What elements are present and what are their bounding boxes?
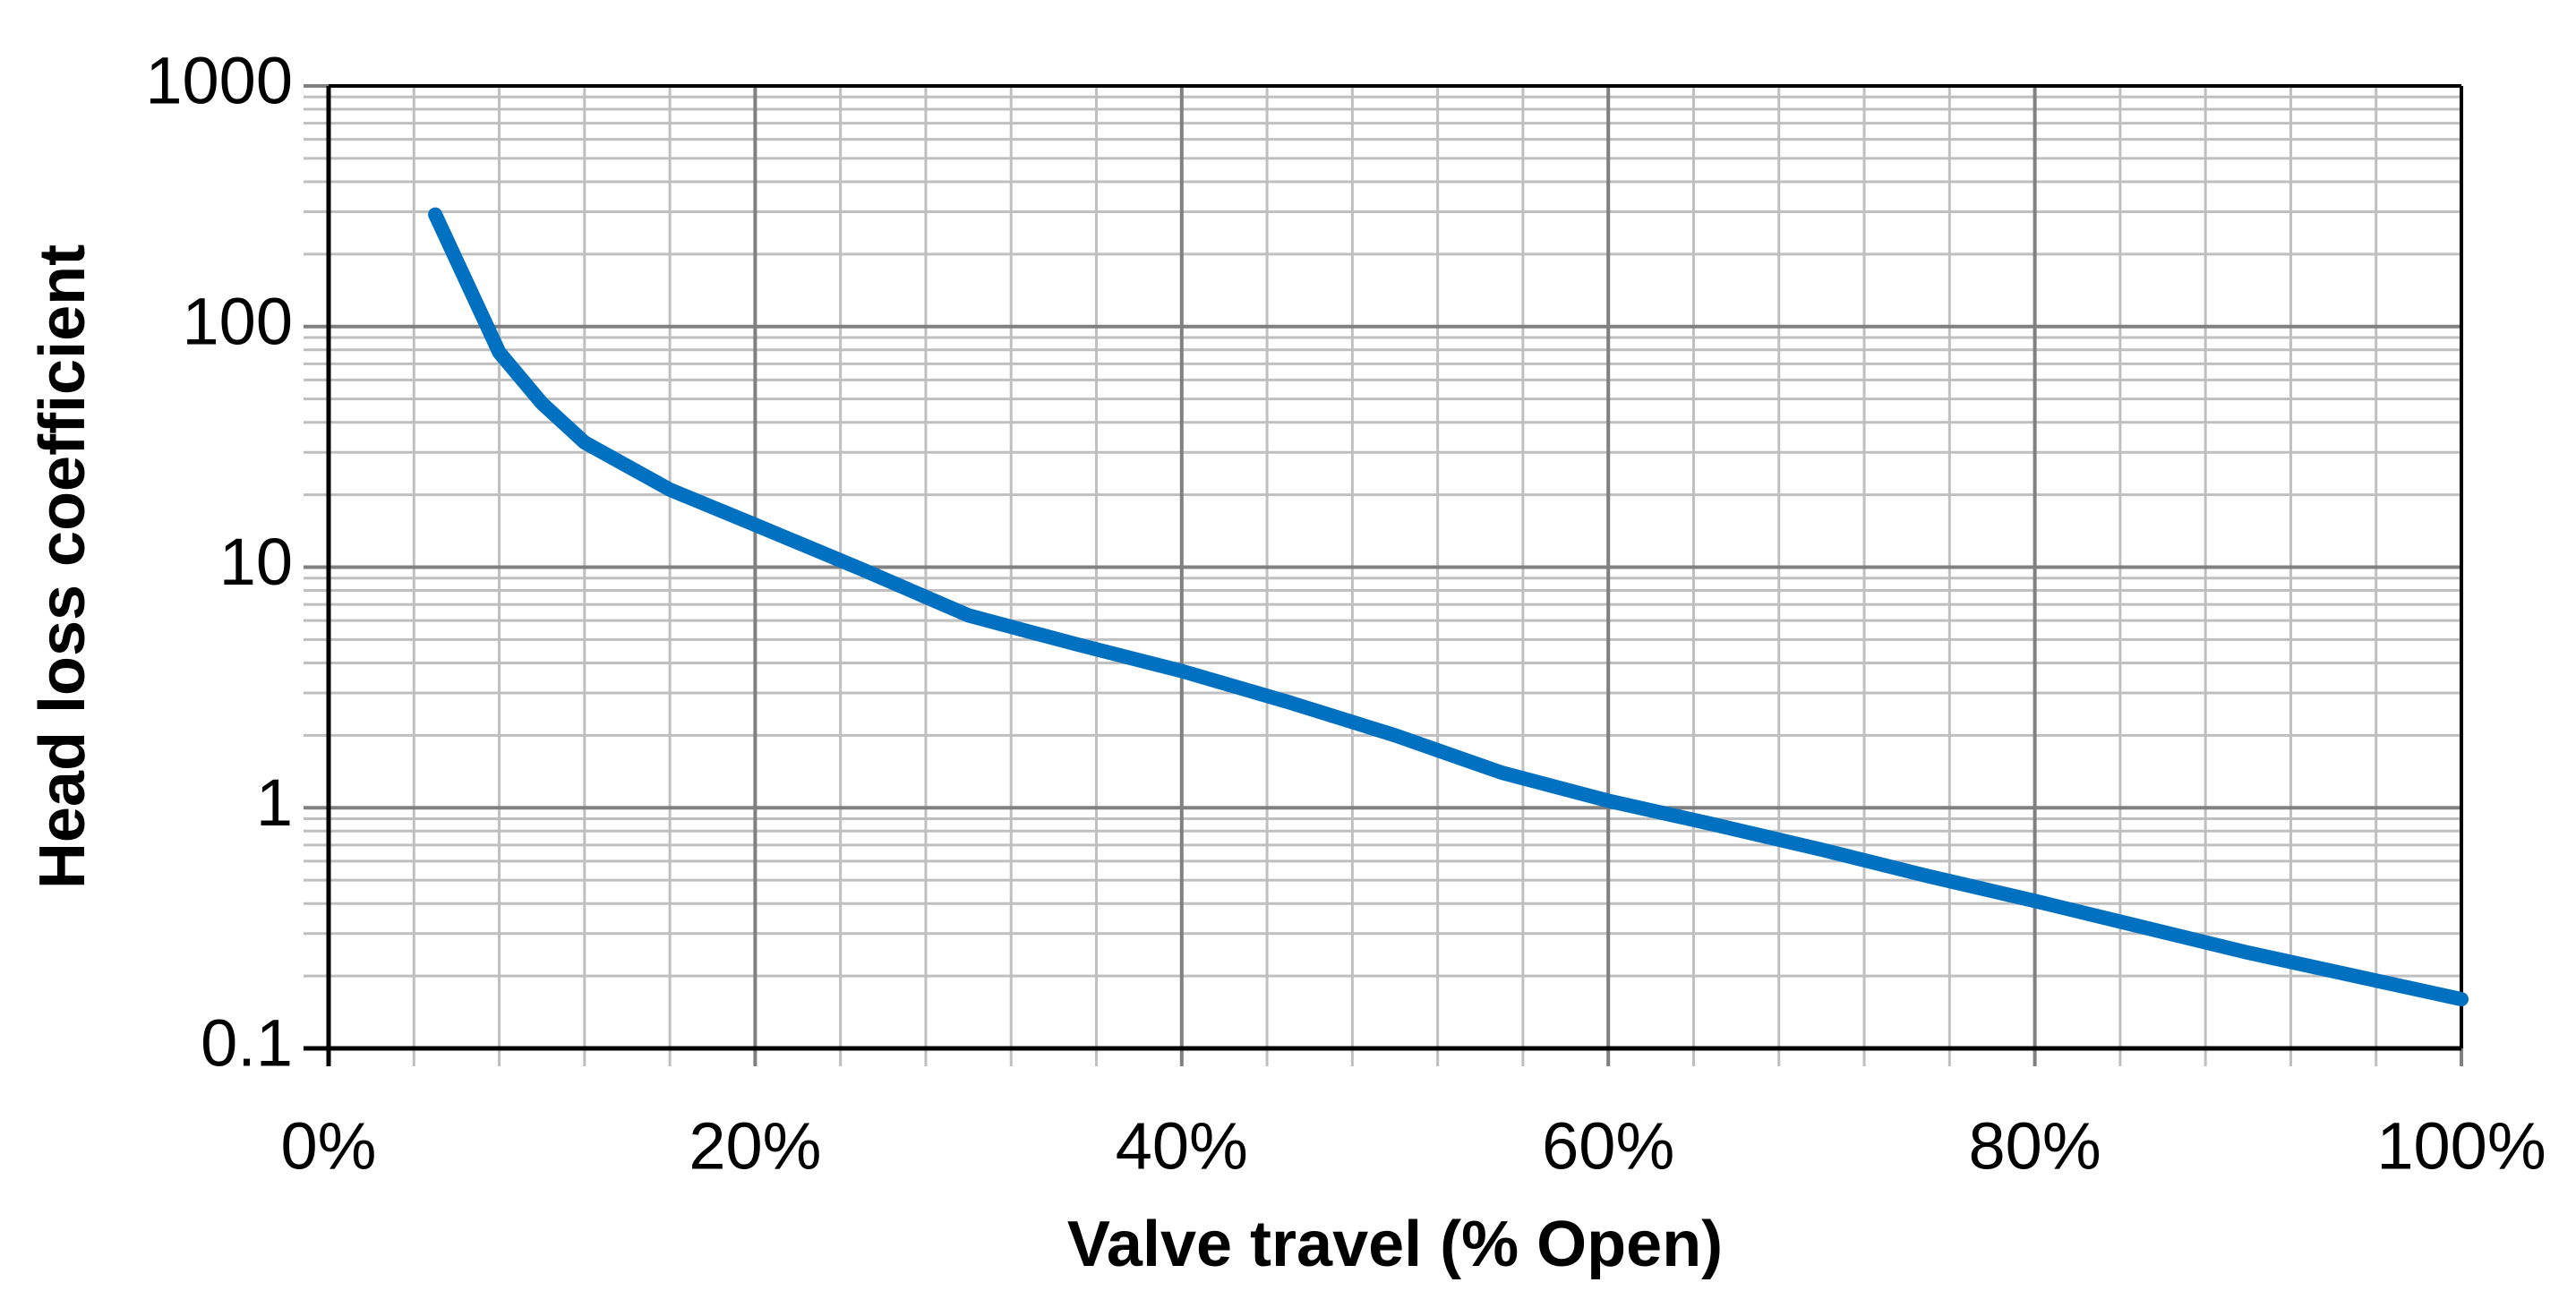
y-tick-label: 100 bbox=[183, 284, 293, 358]
x-tick-label: 100% bbox=[2376, 1109, 2546, 1184]
x-axis-title: Valve travel (% Open) bbox=[1067, 1209, 1723, 1280]
y-tick-label: 1000 bbox=[145, 44, 293, 118]
x-tick-label: 80% bbox=[1969, 1109, 2101, 1184]
x-tick-label: 0% bbox=[281, 1109, 377, 1184]
y-tick-label: 10 bbox=[219, 525, 293, 599]
x-tick-label: 60% bbox=[1542, 1109, 1674, 1184]
y-axis-title: Head loss coefficient bbox=[27, 244, 98, 889]
data-line bbox=[428, 207, 2469, 1007]
x-tick-label: 40% bbox=[1116, 1109, 1248, 1184]
y-tick-label: 1 bbox=[256, 765, 293, 840]
x-tick-label: 20% bbox=[689, 1109, 821, 1184]
y-tick-label: 0.1 bbox=[201, 1006, 293, 1081]
